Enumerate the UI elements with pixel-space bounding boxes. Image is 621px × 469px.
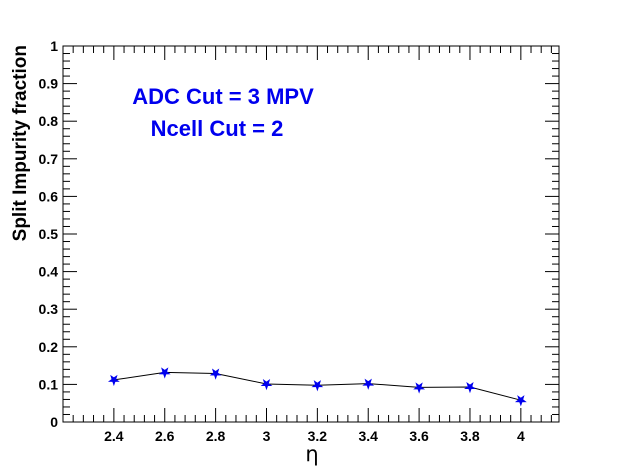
y-tick-label: 1 [50,38,58,54]
y-tick-label: 0.7 [39,151,59,167]
data-point [514,395,527,407]
data-point [107,374,120,387]
x-tick-label: 2.8 [206,428,226,444]
y-tick-label: 0.6 [39,188,59,204]
data-point [362,378,375,390]
x-axis: 2.4 2.6 2.8 3 3.2 3.4 3.6 3.8 4 [62,46,552,444]
y-axis: 0 0.1 0.2 0.3 0.4 0.5 0.6 0.7 0.8 0.9 1 [39,38,559,430]
x-tick-label: 3.8 [460,428,480,444]
data-point [311,380,324,392]
y-tick-label: 0.4 [39,264,59,280]
y-tick-label: 0.9 [39,76,59,92]
y-tick-label: 0.1 [39,376,59,392]
y-tick-label: 0 [50,414,58,430]
y-tick-label: 0.5 [39,226,59,242]
x-tick-label: 3.4 [358,428,378,444]
x-tick-label: 2.4 [104,428,124,444]
x-tick-label: 3.6 [409,428,429,444]
data-point [413,382,426,394]
annotation-ncell-cut: Ncell Cut = 2 [151,116,284,141]
x-tick-label: 3 [263,428,271,444]
annotation-adc-cut: ADC Cut = 3 MPV [132,84,314,109]
series-markers [107,367,527,407]
x-tick-label: 2.6 [155,428,175,444]
y-tick-label: 0.2 [39,339,59,355]
data-point [260,378,273,391]
y-tick-label: 0.3 [39,301,59,317]
y-axis-title: Split Impurity fraction [10,45,31,241]
x-tick-label: 4 [517,428,525,444]
data-point [209,368,222,380]
x-axis-title: η [305,442,318,466]
data-point [464,382,476,394]
y-tick-label: 0.8 [39,113,59,129]
data-point [158,367,171,379]
x-tick-label: 3.2 [308,428,328,444]
